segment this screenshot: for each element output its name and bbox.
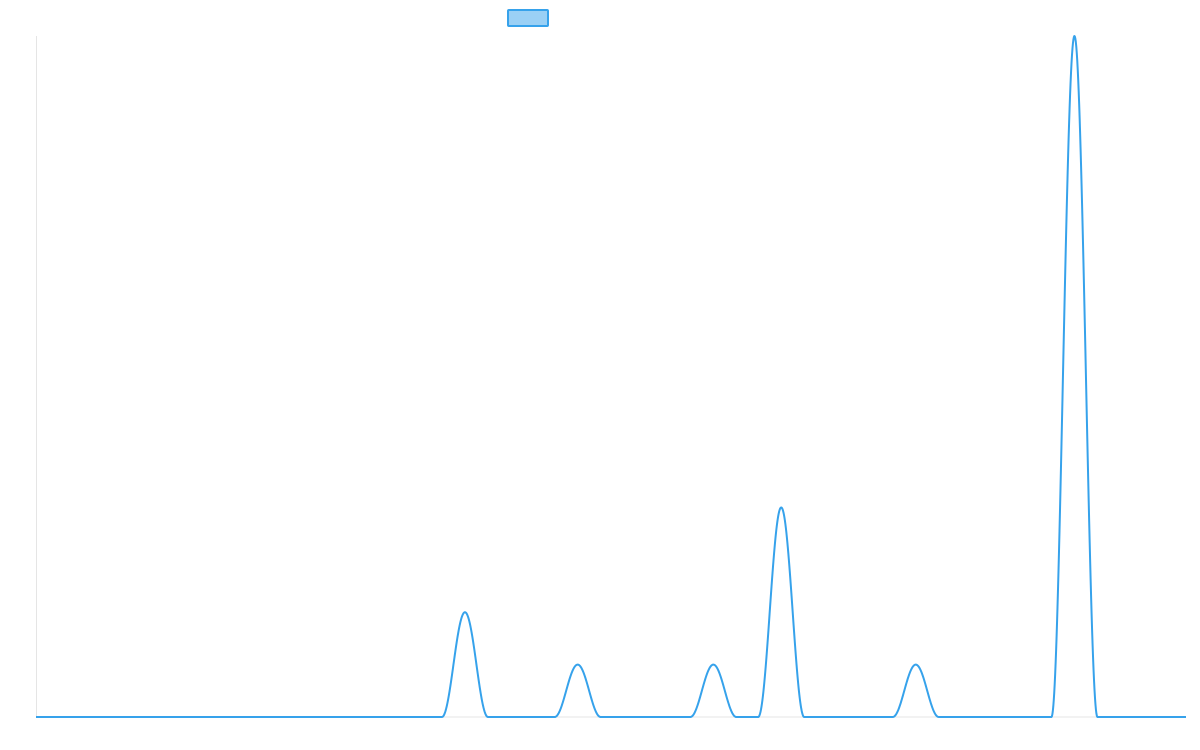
legend-swatch[interactable] <box>507 9 549 27</box>
series-line-0 <box>35 35 1187 718</box>
series-layer <box>35 35 1187 718</box>
